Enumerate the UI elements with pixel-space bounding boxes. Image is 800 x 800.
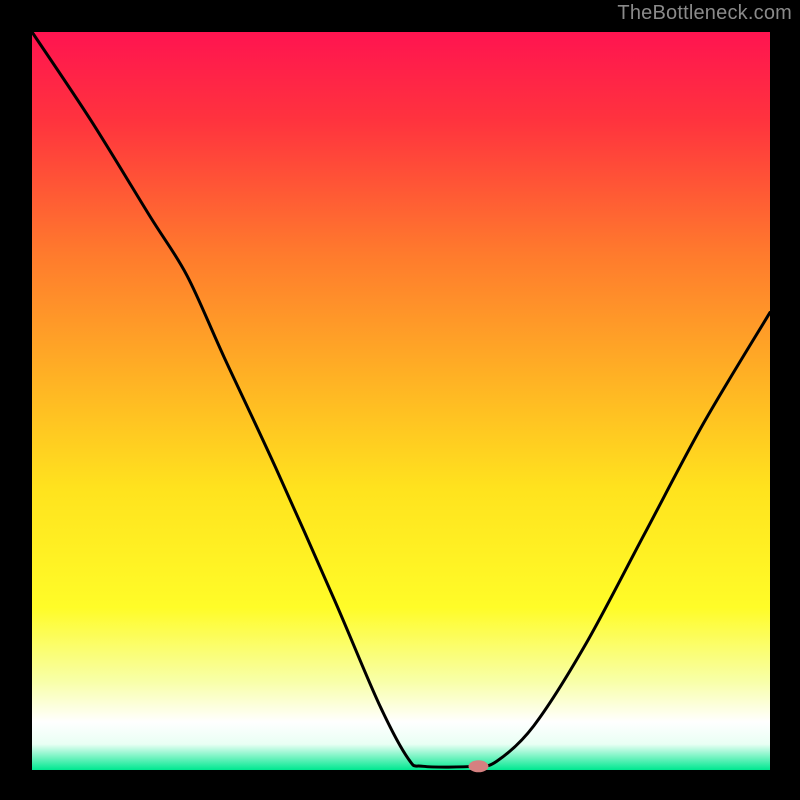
plot-gradient-background [32,32,770,770]
attribution-text: TheBottleneck.com [617,2,792,25]
optimal-point-marker [468,760,488,772]
